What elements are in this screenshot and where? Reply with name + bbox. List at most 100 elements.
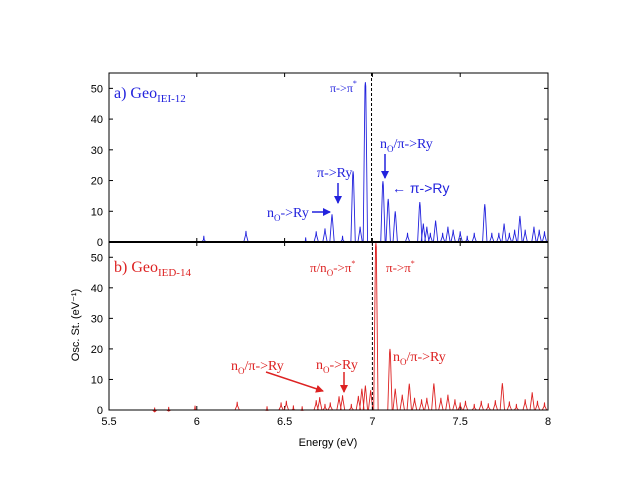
top-peak-1 — [243, 230, 249, 243]
top-peak-35 — [541, 231, 548, 243]
top-y-tick-label: 50 — [91, 83, 103, 95]
top-peak-6 — [340, 235, 346, 243]
top-annotation-pi-ry-right: ← π->Ry — [392, 180, 450, 196]
bottom-peak-25 — [411, 397, 418, 411]
top-annotation-pi-ry: π->Ry — [317, 166, 352, 181]
bottom-peak-35 — [478, 400, 484, 411]
bottom-peak-7 — [291, 405, 296, 411]
bottom-peak-18 — [362, 385, 369, 411]
x-axis-label: Energy (eV) — [299, 437, 358, 449]
top-peak-32 — [522, 229, 528, 243]
bottom-peak-30 — [445, 394, 451, 411]
bottom-annotation-pi-pistar: π->π* — [386, 259, 415, 275]
top-y-tick-label: 30 — [91, 145, 103, 157]
top-peak-8 — [357, 226, 363, 243]
bottom-peak-13 — [336, 396, 342, 411]
bottom-y-tick-label: 30 — [91, 313, 103, 325]
bottom-y-tick-label: 0 — [97, 405, 103, 417]
bottom-peak-31 — [452, 399, 458, 411]
top-annotation-no-pi-ry: nO/π->Ry — [380, 137, 433, 154]
bottom-peak-34 — [471, 403, 477, 411]
bottom-peak-20 — [373, 242, 379, 411]
top-peak-24 — [471, 232, 477, 243]
top-peak-7 — [350, 171, 356, 243]
bottom-peak-44 — [541, 402, 548, 411]
top-peak-3 — [313, 231, 319, 243]
bottom-peak-38 — [499, 383, 505, 411]
bottom-peak-26 — [418, 399, 425, 411]
top-peak-31 — [517, 215, 523, 243]
bottom-peak-12 — [327, 402, 333, 411]
top-peak-17 — [427, 232, 433, 243]
bottom-peak-11 — [322, 403, 328, 411]
bottom-peak-21 — [387, 348, 393, 411]
bottom-y-tick-label: 40 — [91, 283, 103, 295]
top-y-tick-label: 0 — [97, 237, 103, 249]
top-peak-33 — [531, 226, 537, 243]
top-peak-19 — [440, 232, 446, 243]
top-peak-9 — [362, 82, 369, 243]
top-peak-18 — [432, 220, 439, 243]
top-peak-13 — [404, 232, 411, 243]
bottom-annotation-pi-no-pistar: π/nO->π* — [310, 259, 355, 278]
top-peak-27 — [496, 232, 502, 243]
bottom-y-tick-labels: 0 10 20 30 40 50 — [91, 252, 103, 417]
x-tick-label: 7.5 — [453, 416, 468, 428]
top-panel-title: a) GeoIEI-12 — [114, 85, 186, 105]
bottom-peak-9 — [313, 400, 319, 411]
bottom-peak-22 — [392, 388, 398, 411]
bottom-peak-0 — [152, 407, 158, 413]
bottom-peak-32 — [457, 402, 463, 411]
x-tick-label: 7 — [369, 416, 375, 428]
bottom-annotation-no-pi-ry-left: nO/π->Ry — [231, 359, 284, 376]
bottom-peak-15 — [348, 403, 354, 411]
bottom-peak-29 — [438, 397, 444, 411]
bottom-peak-19 — [367, 390, 374, 411]
bottom-peak-17 — [359, 388, 365, 411]
top-peak-26 — [489, 232, 495, 243]
top-peak-14 — [417, 202, 423, 243]
top-peak-20 — [445, 226, 451, 243]
x-tick-label: 6.5 — [277, 416, 292, 428]
bottom-peak-40 — [513, 403, 519, 411]
top-peak-15 — [420, 223, 426, 243]
bottom-y-tick-label: 50 — [91, 252, 103, 264]
bottom-y-tick-label: 20 — [91, 344, 103, 356]
bottom-peak-5 — [278, 402, 284, 411]
bottom-peak-3 — [234, 401, 240, 411]
bottom-peak-43 — [534, 400, 541, 411]
bottom-panel-title: b) GeoIED-14 — [114, 259, 191, 279]
bottom-peak-33 — [462, 400, 469, 411]
bottom-y-tick-label: 10 — [91, 374, 103, 386]
top-peak-30 — [511, 229, 518, 243]
top-peak-28 — [501, 223, 507, 243]
bottom-peak-37 — [492, 400, 498, 411]
top-y-tick-label: 40 — [91, 114, 103, 126]
bottom-arrow-no-pi-ry — [265, 371, 324, 393]
top-peak-11 — [385, 198, 391, 243]
top-peak-4 — [322, 228, 328, 243]
bottom-annotation-no-ry: nO->Ry — [316, 358, 358, 375]
bottom-peak-23 — [399, 394, 405, 411]
bottom-peak-24 — [406, 383, 412, 411]
bottom-peak-10 — [317, 397, 323, 411]
bottom-peak-42 — [529, 392, 535, 411]
x-tick-label: 8 — [545, 416, 551, 428]
top-peak-25 — [482, 204, 488, 243]
top-peak-10 — [380, 181, 386, 243]
bottom-peak-36 — [485, 403, 491, 411]
top-peak-0 — [201, 235, 207, 243]
bottom-peak-27 — [424, 397, 430, 411]
top-annotation-pi-pistar: π->π* — [330, 79, 357, 95]
top-peak-21 — [450, 229, 456, 243]
top-peak-29 — [506, 232, 512, 243]
bottom-annotation-no-pi-ry-right: nO/π->Ry — [393, 350, 446, 367]
bottom-peak-14 — [339, 395, 346, 411]
bottom-peak-41 — [522, 399, 528, 411]
bottom-peak-6 — [283, 400, 289, 411]
top-annotation-no-ry: nO->Ry — [267, 206, 309, 223]
bottom-peak-28 — [431, 383, 437, 411]
top-peak-23 — [464, 235, 470, 243]
bottom-peak-39 — [506, 401, 512, 411]
